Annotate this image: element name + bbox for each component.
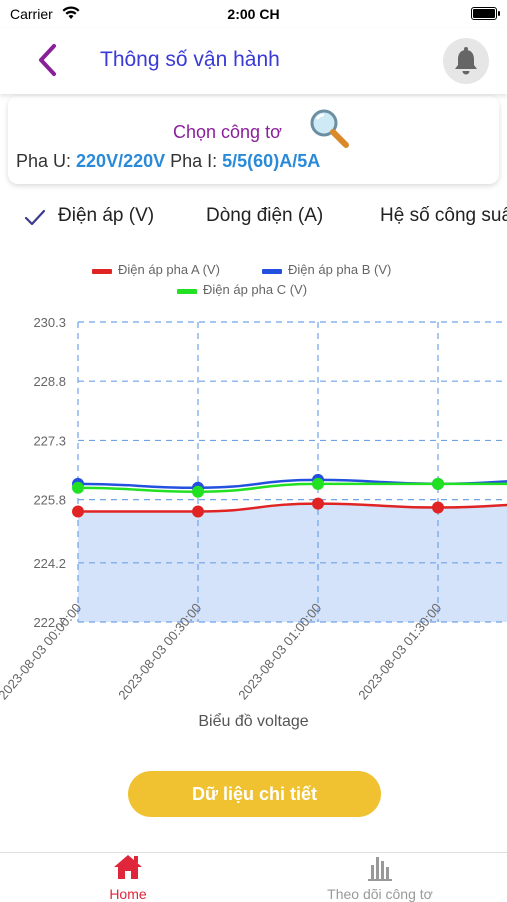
back-chevron-icon[interactable] bbox=[36, 42, 60, 78]
legend-swatch bbox=[177, 289, 197, 294]
battery-icon bbox=[471, 7, 500, 20]
y-tick-label: 230.3 bbox=[33, 315, 66, 330]
legend-label: Điện áp pha B (V) bbox=[288, 262, 391, 277]
check-icon bbox=[24, 209, 46, 226]
home-icon bbox=[114, 855, 142, 879]
select-meter-label[interactable]: Chọn công tơ bbox=[173, 122, 282, 142]
page-title: Thông số vận hành bbox=[100, 48, 280, 71]
bar-chart-icon bbox=[368, 857, 392, 881]
nav-home[interactable]: Home bbox=[38, 853, 218, 902]
search-icon[interactable] bbox=[306, 106, 352, 152]
meter-select-card[interactable]: Pha U: 220V/220V Pha I: 5/5(60)A/5A Chọn… bbox=[8, 96, 499, 184]
data-point bbox=[192, 505, 204, 518]
data-point bbox=[312, 477, 324, 490]
voltage-chart: Điện áp pha A (V) Điện áp pha B (V) Điện á… bbox=[0, 262, 507, 702]
y-tick-label: 224.2 bbox=[33, 556, 66, 571]
tab-voltage[interactable]: Điện áp (V) bbox=[58, 205, 155, 226]
carrier-label: Carrier bbox=[10, 6, 53, 22]
bell-icon bbox=[455, 47, 477, 75]
tab-current[interactable]: Dòng điện (A) bbox=[206, 205, 324, 226]
tab-power-factor[interactable]: Hệ số công suất bbox=[380, 205, 507, 226]
notification-button[interactable] bbox=[443, 38, 489, 84]
bottom-nav: Home Theo dõi công tơ bbox=[0, 852, 507, 902]
y-tick-label: 225.8 bbox=[33, 493, 66, 508]
meter-info-line: Pha U: 220V/220V Pha I: 5/5(60)A/5A bbox=[16, 151, 321, 171]
nav-meter-tracking-label: Theo dõi công tơ bbox=[327, 886, 433, 902]
data-point bbox=[312, 497, 324, 510]
legend-label: Điện áp pha A (V) bbox=[118, 262, 220, 277]
y-tick-label: 227.3 bbox=[33, 433, 66, 448]
legend-swatch bbox=[262, 269, 282, 274]
detail-data-button[interactable]: Dữ liệu chi tiết bbox=[128, 771, 381, 817]
data-point bbox=[72, 481, 84, 494]
app-header: Thông số vận hành bbox=[0, 28, 507, 94]
wifi-icon bbox=[62, 6, 80, 19]
data-point bbox=[432, 501, 444, 514]
y-tick-label: 228.8 bbox=[33, 374, 66, 389]
legend-label: Điện áp pha C (V) bbox=[203, 282, 307, 297]
data-point bbox=[432, 477, 444, 490]
status-time: 2:00 CH bbox=[227, 6, 280, 22]
data-point bbox=[192, 485, 204, 498]
nav-meter-tracking[interactable]: Theo dõi công tơ bbox=[290, 853, 470, 902]
y-tick-label: 222.7 bbox=[33, 615, 66, 630]
legend-swatch bbox=[92, 269, 112, 274]
chart-title: Biểu đồ voltage bbox=[198, 713, 309, 730]
parameter-tabs: Điện áp (V) Dòng điện (A) Hệ số công suấ… bbox=[0, 205, 507, 235]
status-bar: Carrier 2:00 CH bbox=[0, 0, 507, 28]
data-point bbox=[72, 505, 84, 518]
nav-home-label: Home bbox=[109, 886, 147, 902]
